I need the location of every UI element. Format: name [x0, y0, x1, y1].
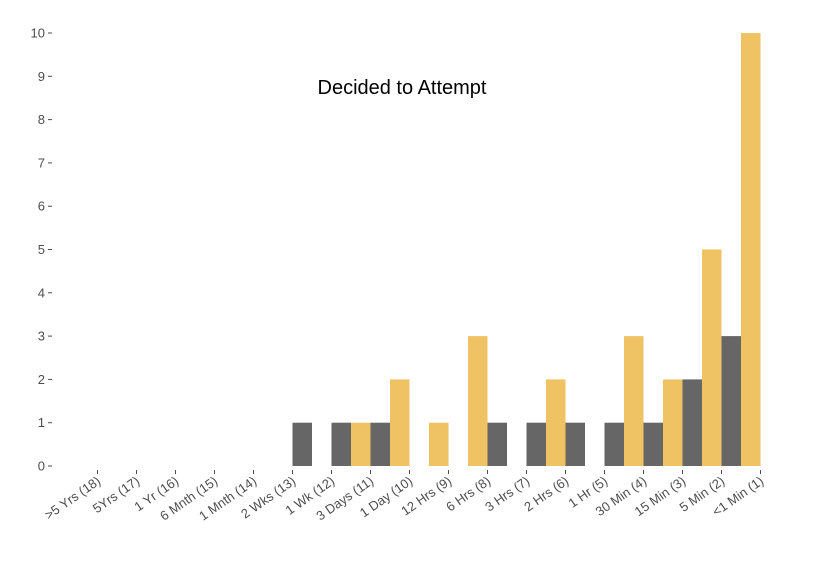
bar-series-2-16 — [721, 336, 741, 466]
bar-series-2-6 — [331, 422, 351, 466]
bar-series-2-7 — [370, 422, 390, 466]
bar-series-2-15 — [682, 379, 702, 466]
chart-title: Decided to Attempt — [318, 77, 487, 99]
bar-series-1-15 — [663, 379, 683, 466]
y-tick-label: 6 — [38, 199, 45, 214]
bar-series-2-14 — [643, 422, 663, 466]
bar-series-1-17 — [741, 33, 761, 466]
bar-series-1-10 — [468, 336, 488, 466]
y-tick-label: 1 — [38, 415, 45, 430]
bar-series-1-8 — [390, 379, 410, 466]
bar-series-2-13 — [604, 422, 624, 466]
y-tick-label: 0 — [38, 459, 45, 474]
bar-series-2-5 — [292, 422, 312, 466]
x-tick-label: 2 Hrs (6) — [521, 473, 571, 514]
y-tick-label: 2 — [38, 372, 45, 387]
bar-series-1-7 — [351, 422, 371, 466]
y-tick-label: 8 — [38, 112, 45, 127]
y-tick-label: 3 — [38, 329, 45, 344]
x-axis: >5 Yrs (18)5Yrs (17)1 Yr (16)6 Mnth (15)… — [42, 470, 766, 524]
bar-series-1-12 — [546, 379, 566, 466]
bar-series-2-12 — [565, 422, 585, 466]
bar-series-1-14 — [624, 336, 644, 466]
bars — [292, 33, 761, 466]
y-tick-label: 9 — [38, 69, 45, 84]
y-tick-label: 4 — [38, 285, 45, 300]
x-tick-label: >5 Yrs (18) — [42, 473, 103, 522]
bar-series-1-16 — [702, 249, 722, 466]
y-tick-label: 7 — [38, 155, 45, 170]
y-axis: 0 1 2 3 4 5 6 7 8 9 10 — [31, 26, 52, 474]
bar-series-1-9 — [429, 422, 449, 466]
y-tick-label: 5 — [38, 242, 45, 257]
bar-series-2-11 — [526, 422, 546, 466]
bar-series-2-10 — [487, 422, 507, 466]
y-tick-label: 10 — [31, 26, 45, 41]
